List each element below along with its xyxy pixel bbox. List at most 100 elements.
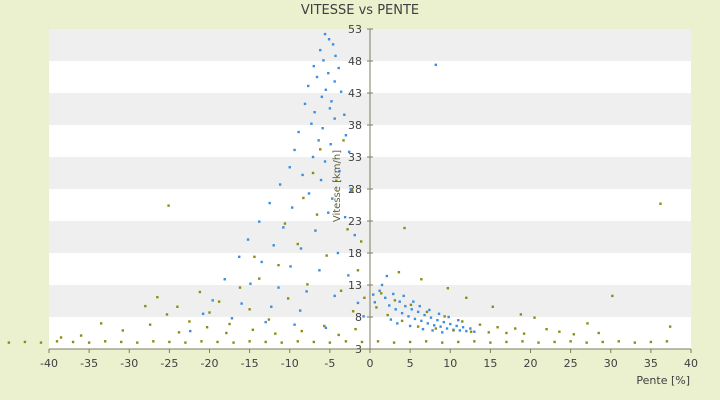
data-point (270, 305, 273, 308)
data-point (201, 312, 205, 315)
data-point (260, 260, 263, 264)
data-point (343, 215, 347, 219)
data-point (400, 311, 404, 315)
data-point (420, 319, 423, 323)
data-point (351, 189, 354, 193)
data-point (343, 113, 346, 116)
data-point (323, 32, 327, 36)
data-point (346, 228, 349, 231)
data-point (407, 315, 410, 318)
data-point (356, 269, 360, 272)
data-point (458, 329, 462, 332)
data-point (446, 287, 450, 290)
data-point (409, 303, 413, 307)
data-point (297, 130, 300, 134)
data-point (397, 271, 401, 274)
data-point (87, 341, 91, 344)
data-point (334, 54, 337, 58)
data-point (230, 317, 234, 320)
data-point (217, 300, 221, 303)
y-tick-label: 38 (348, 119, 362, 132)
data-point (452, 329, 455, 332)
data-point (264, 320, 267, 324)
data-point (211, 299, 214, 302)
data-point (439, 325, 442, 328)
data-point (447, 315, 450, 319)
data-point (392, 341, 396, 344)
data-point (306, 283, 309, 286)
data-point (248, 308, 251, 311)
data-point (347, 274, 350, 277)
data-point (354, 327, 357, 331)
data-point (376, 340, 380, 343)
data-point (324, 326, 328, 330)
data-point (420, 278, 423, 281)
data-point (165, 313, 169, 316)
data-point (103, 340, 107, 343)
x-tick-label: 0 (367, 357, 374, 370)
data-point (237, 255, 241, 259)
data-point (278, 183, 282, 186)
data-point (522, 332, 526, 335)
data-point (325, 254, 328, 257)
data-point (344, 134, 348, 137)
data-point (314, 229, 317, 232)
data-point (373, 301, 377, 304)
data-point (228, 322, 231, 326)
data-point (323, 160, 327, 163)
data-point (442, 320, 446, 324)
series-group (189, 32, 476, 334)
data-point (248, 340, 251, 343)
data-point (426, 322, 429, 325)
data-point (597, 331, 600, 335)
x-tick-label: -35 (80, 357, 98, 370)
data-point (282, 226, 285, 229)
data-point (329, 143, 332, 146)
data-point (319, 48, 322, 52)
data-point (189, 329, 192, 333)
y-tick-label: 23 (348, 215, 362, 228)
x-tick-label: 35 (644, 357, 658, 370)
y-tick-label: 33 (348, 151, 362, 164)
data-point (307, 84, 310, 88)
data-point (388, 304, 391, 307)
data-point (322, 59, 325, 62)
data-point (505, 331, 508, 335)
chart-title: VITESSE vs PENTE (301, 3, 419, 18)
data-point (327, 38, 331, 41)
data-point (258, 220, 261, 223)
data-point (225, 331, 228, 335)
y-axis-label: Vitesse [km/h] (332, 150, 343, 222)
data-point (240, 302, 243, 305)
data-point (408, 340, 412, 344)
data-point (455, 324, 458, 328)
data-point (339, 289, 343, 292)
data-point (521, 340, 524, 343)
data-point (310, 122, 313, 125)
data-point (441, 341, 444, 344)
data-point (318, 269, 321, 272)
data-point (487, 331, 490, 334)
x-tick-label: -25 (160, 357, 178, 370)
x-axis: -40 -35 -30 -25 -20 -15 -10 -5 0 5 10 15 20 25 30 35 40 (40, 348, 698, 370)
data-point (335, 179, 338, 182)
data-point (216, 340, 219, 344)
data-point (300, 329, 303, 333)
data-point (315, 75, 319, 79)
data-point (473, 330, 476, 333)
data-point (268, 201, 271, 205)
data-point (320, 95, 324, 99)
data-point (336, 251, 340, 255)
data-point (665, 340, 669, 343)
data-point (402, 294, 405, 298)
data-point (443, 315, 446, 318)
data-point (424, 340, 428, 343)
data-point (416, 310, 420, 314)
data-point (586, 322, 589, 325)
data-point (569, 340, 572, 343)
data-point (120, 340, 123, 344)
data-point (491, 305, 494, 308)
data-point (558, 330, 561, 333)
data-point (305, 290, 308, 293)
